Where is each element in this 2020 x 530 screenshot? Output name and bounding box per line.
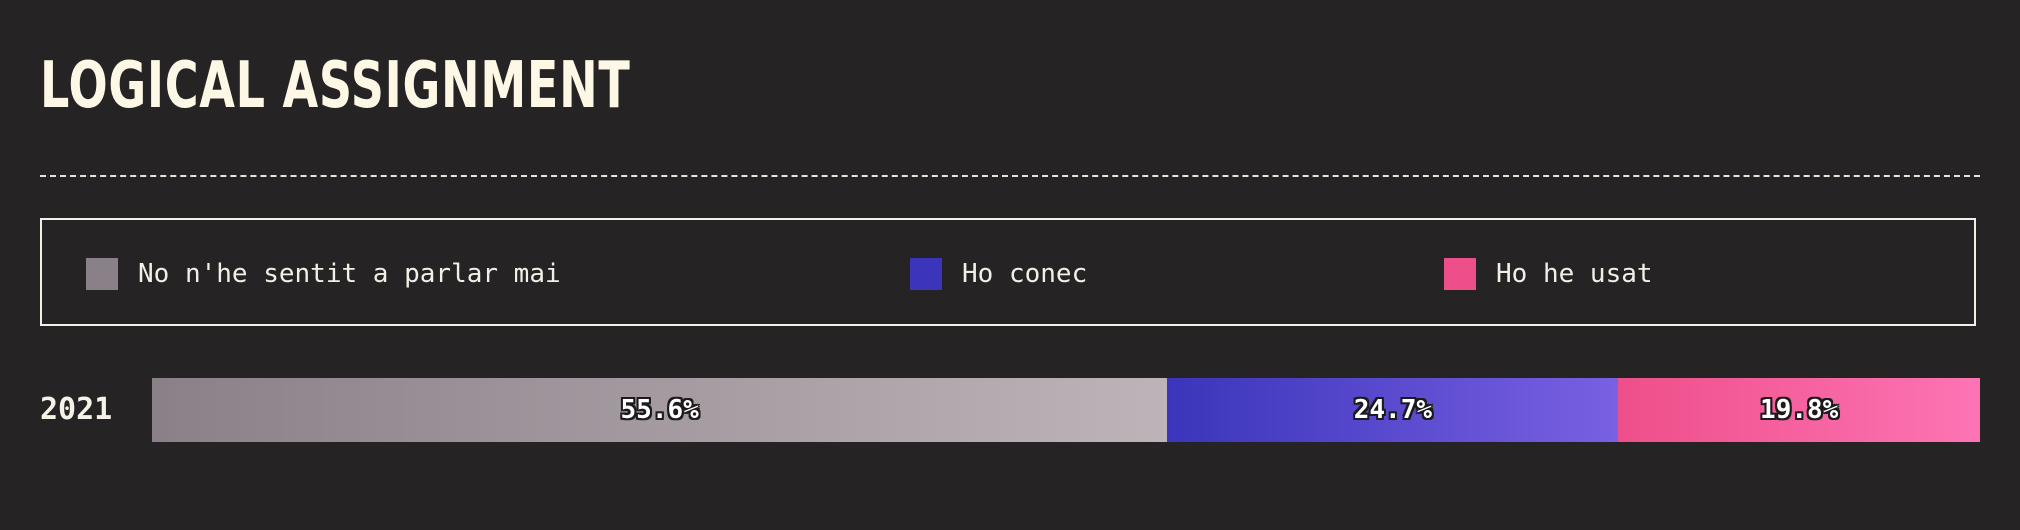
- legend-item-ho-he-usat: Ho he usat: [1444, 258, 1653, 290]
- legend-label-ho-conec: Ho conec: [962, 259, 1088, 289]
- data-label-ho-conec: 24.7%: [1353, 395, 1433, 425]
- data-label-ho-he-usat: 19.8%: [1760, 395, 1839, 425]
- legend-label-no-nhe-sentit: No n'he sentit a parlar mai: [138, 259, 561, 289]
- legend-swatch-ho-conec: [910, 258, 942, 290]
- legend-item-ho-conec: Ho conec: [910, 258, 1087, 290]
- legend-swatch-ho-he-usat: [1444, 258, 1476, 290]
- stacked-bar-2021: 55.6% 24.7% 19.8%: [152, 378, 1980, 442]
- bar-segment-no-nhe-sentit: 55.6%: [152, 378, 1168, 442]
- legend-item-no-nhe-sentit: No n'he sentit a parlar mai: [86, 258, 561, 290]
- chart-title: LOGICAL ASSIGNMENT: [40, 49, 631, 123]
- legend-label-ho-he-usat: Ho he usat: [1496, 259, 1653, 289]
- data-label-no-nhe-sentit: 55.6%: [620, 395, 699, 425]
- dashed-divider: [40, 175, 1980, 177]
- legend-swatch-no-nhe-sentit: [86, 258, 118, 290]
- bar-segment-ho-conec: 24.7%: [1167, 378, 1619, 442]
- bar-segment-ho-he-usat: 19.8%: [1618, 378, 1980, 442]
- row-label-2021: 2021: [40, 392, 113, 427]
- legend: No n'he sentit a parlar mai Ho conec Ho …: [40, 218, 1976, 326]
